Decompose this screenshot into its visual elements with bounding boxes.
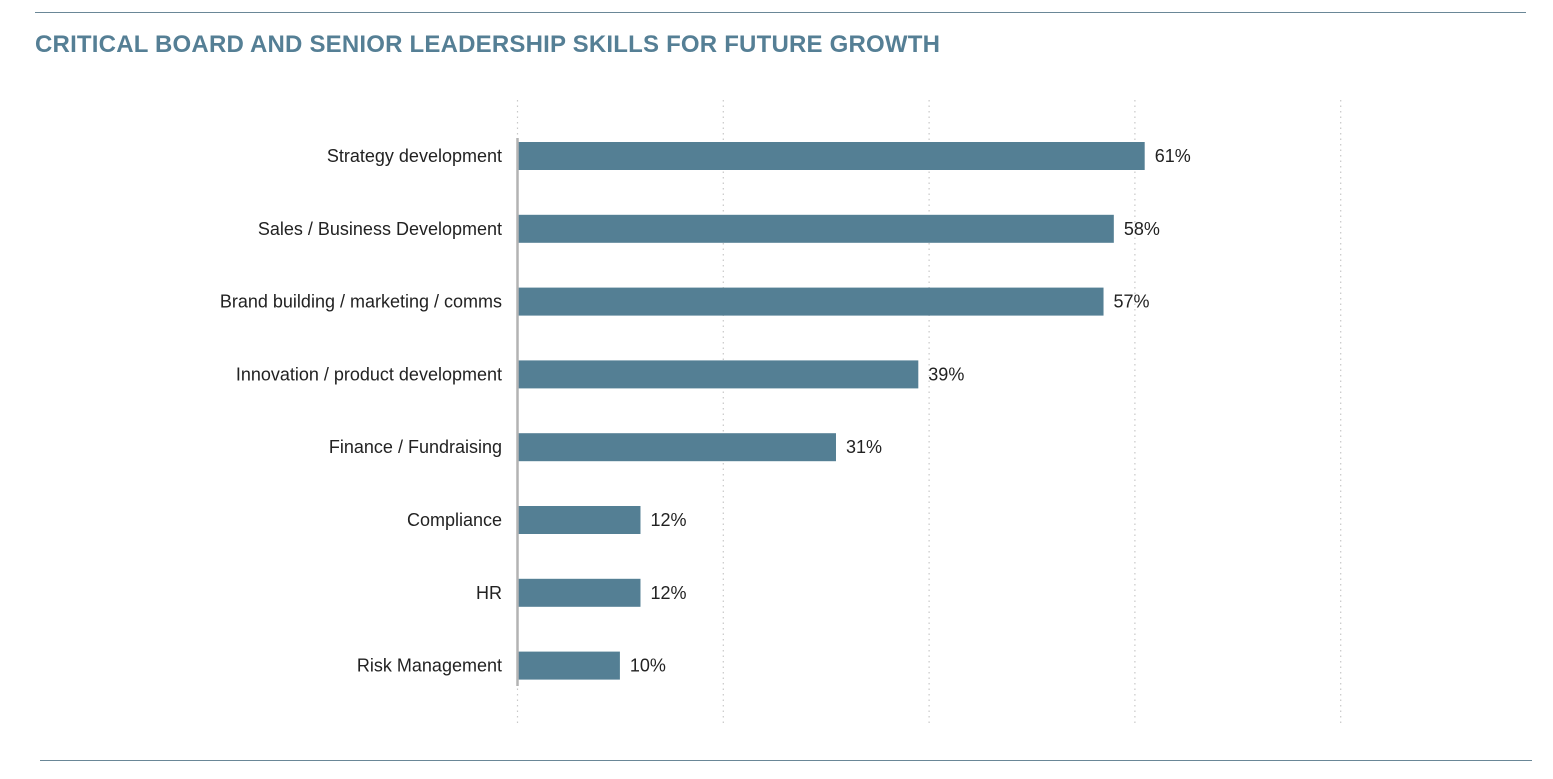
data-label: 57% — [1114, 292, 1150, 312]
category-label: Finance / Fundraising — [329, 437, 502, 457]
bar — [517, 506, 641, 534]
data-label: 12% — [650, 583, 686, 603]
bar — [517, 360, 919, 389]
data-label: 61% — [1155, 146, 1191, 166]
data-labels: 61% 58% 57% 39% 31% 12% 12% 10% — [630, 146, 1191, 676]
data-label: 31% — [846, 437, 882, 457]
top-rule — [35, 12, 1526, 13]
category-labels: Strategy development Sales / Business Dev… — [220, 146, 502, 676]
bar — [517, 142, 1145, 170]
data-label: 58% — [1124, 219, 1160, 239]
category-label: Brand building / marketing / comms — [220, 292, 502, 312]
data-label: 39% — [928, 364, 964, 384]
category-label: Innovation / product development — [236, 364, 502, 384]
data-label: 10% — [630, 656, 666, 676]
gridlines — [516, 100, 1342, 725]
data-label: 12% — [650, 510, 686, 530]
bar — [517, 214, 1114, 243]
bottom-rule — [40, 760, 1532, 761]
bar — [517, 578, 641, 607]
bar — [517, 433, 836, 462]
category-label: Strategy development — [327, 146, 502, 166]
chart-title: CRITICAL BOARD AND SENIOR LEADERSHIP SKI… — [35, 31, 941, 58]
bar — [517, 287, 1104, 316]
category-label: HR — [476, 583, 502, 603]
category-label: Sales / Business Development — [258, 219, 502, 239]
bar — [517, 651, 620, 680]
category-label: Compliance — [407, 510, 502, 530]
bars — [517, 142, 1145, 680]
category-label: Risk Management — [357, 656, 502, 676]
